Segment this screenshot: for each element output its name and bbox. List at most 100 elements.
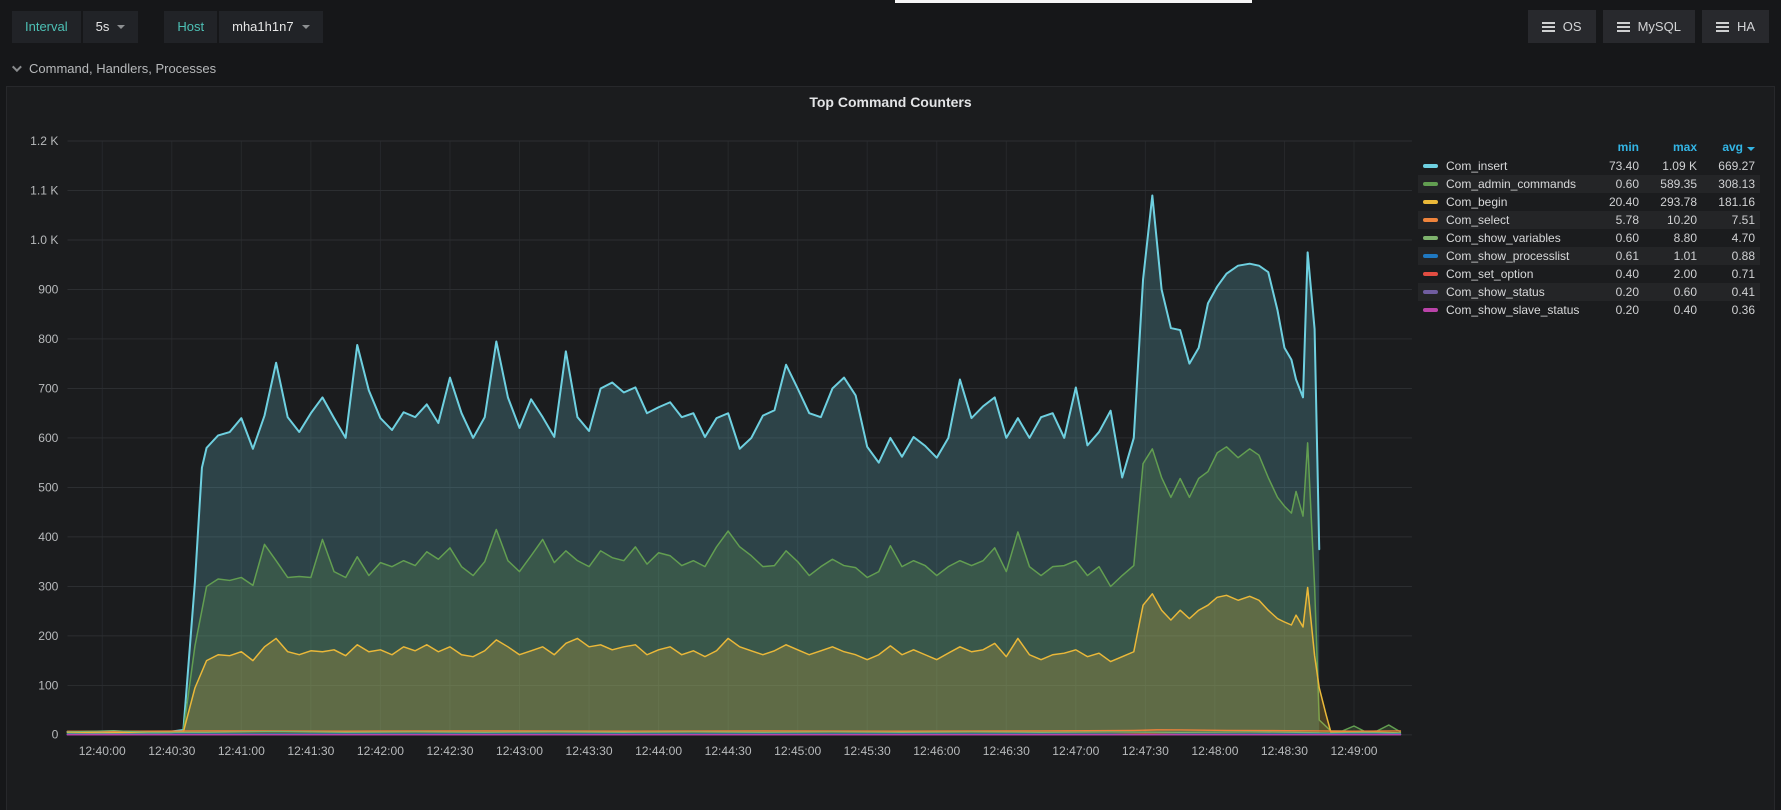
legend-series-name[interactable]: Com_show_slave_status <box>1446 303 1580 317</box>
legend-min-value: 5.78 <box>1586 211 1644 229</box>
y-axis-tick-label: 100 <box>38 679 59 693</box>
menu-list-icon <box>1616 25 1630 28</box>
x-axis-tick-label: 12:46:00 <box>913 744 960 758</box>
legend-max-value: 293.78 <box>1660 195 1697 209</box>
legend-row: Com_show_status 0.20 0.60 0.41 <box>1418 283 1760 301</box>
y-axis-tick-label: 800 <box>38 332 59 346</box>
legend-series-name[interactable]: Com_begin <box>1446 195 1508 209</box>
panel-body: 12:40:00 12:40:30 12:41:00 12:41:30 12:42:00… <box>7 112 1774 788</box>
legend-max-value: 0.60 <box>1644 283 1702 301</box>
x-axis-tick-label: 12:49:00 <box>1330 744 1377 758</box>
legend-min-value: 20.40 <box>1608 195 1639 209</box>
row-title: Command, Handlers, Processes <box>29 61 217 76</box>
legend-series-name[interactable]: Com_admin_commands <box>1446 177 1577 191</box>
legend-row: Com_insert 73.40 1.09 K 669.27 <box>1418 157 1760 175</box>
ha-button-label: HA <box>1736 19 1755 34</box>
x-axis-tick-label: 12:44:00 <box>635 744 682 758</box>
legend-min-value: 0.60 <box>1615 231 1639 245</box>
legend-avg-header[interactable]: avg <box>1702 138 1760 157</box>
y-axis-tick-label: 900 <box>38 283 59 297</box>
x-axis-tick-label: 12:42:00 <box>357 744 404 758</box>
legend-series-name[interactable]: Com_insert <box>1446 159 1508 173</box>
legend-row: Com_begin 20.40 293.78 181.16 <box>1418 193 1760 211</box>
x-axis-tick-label: 12:41:00 <box>218 744 265 758</box>
legend-max-header[interactable]: max <box>1672 140 1697 154</box>
host-dropdown[interactable]: mha1h1n7 <box>219 10 323 43</box>
legend-avg-value: 4.70 <box>1731 231 1755 245</box>
legend-max-value: 2.00 <box>1673 267 1697 281</box>
legend-avg-value: 0.36 <box>1731 303 1755 317</box>
series-color-swatch <box>1423 272 1438 276</box>
series-line-Com_show_variables <box>66 729 1401 734</box>
y-axis-tick-label: 1.0 K <box>30 233 58 247</box>
y-axis-tick-label: 600 <box>38 431 59 445</box>
legend-avg-value: 669.27 <box>1718 159 1755 173</box>
graph-plot-area[interactable]: 12:40:00 12:40:30 12:41:00 12:41:30 12:42:00… <box>7 112 1418 788</box>
legend-series-name[interactable]: Com_select <box>1446 213 1510 227</box>
y-axis-tick-label: 200 <box>38 629 59 643</box>
legend-max-value: 1.01 <box>1644 247 1702 265</box>
series-fill-Com_begin <box>67 587 1401 735</box>
series-line-Com_admin_commands <box>66 442 1402 735</box>
legend-avg-value: 0.41 <box>1702 283 1760 301</box>
series-fill-Com_admin_commands <box>67 442 1401 735</box>
legend-avg-value: 308.13 <box>1702 175 1760 193</box>
panel-title[interactable]: Top Command Counters <box>809 94 972 110</box>
legend-row: Com_show_variables 0.60 8.80 4.70 <box>1418 229 1760 247</box>
x-axis-tick-label: 12:48:30 <box>1261 744 1308 758</box>
legend-row: Com_select 5.78 10.20 7.51 <box>1418 211 1760 229</box>
host-value: mha1h1n7 <box>232 18 294 34</box>
interval-dropdown[interactable]: 5s <box>82 10 139 43</box>
legend-avg-value: 0.71 <box>1731 267 1755 281</box>
chevron-down-icon <box>11 62 22 73</box>
x-axis-tick-label: 12:45:30 <box>844 744 891 758</box>
mysql-button-label: MySQL <box>1637 19 1681 34</box>
x-axis-tick-label: 12:40:30 <box>148 744 195 758</box>
series-line-Com_insert <box>66 194 1321 734</box>
legend-row: Com_admin_commands 0.60 589.35 308.13 <box>1418 175 1760 193</box>
legend-avg-value: 0.88 <box>1702 247 1760 265</box>
legend-min-value: 0.20 <box>1586 283 1644 301</box>
toolbar-right: OS MySQL HA <box>1527 10 1769 43</box>
legend-series-name[interactable]: Com_show_variables <box>1446 231 1561 245</box>
series-color-swatch <box>1423 200 1438 204</box>
x-axis-tick-label: 12:46:30 <box>983 744 1030 758</box>
legend-name-column-header <box>1418 138 1586 157</box>
series-line-Com_begin <box>66 586 1402 734</box>
caret-down-icon <box>117 24 126 29</box>
dashboard-toolbar: Interval 5s Host mha1h1n7 OS MySQL HA <box>0 0 1781 51</box>
y-axis-tick-label: 1.2 K <box>30 134 58 148</box>
series-color-swatch <box>1423 254 1438 258</box>
legend-max-value: 10.20 <box>1644 211 1702 229</box>
interval-label: Interval <box>12 10 81 43</box>
x-axis-tick-label: 12:40:00 <box>79 744 126 758</box>
legend-min-value: 0.40 <box>1615 267 1639 281</box>
mysql-dashboard-button[interactable]: MySQL <box>1602 10 1695 43</box>
legend-min-value: 73.40 <box>1608 159 1639 173</box>
series-color-swatch <box>1423 182 1438 186</box>
series-line-Com_select <box>66 729 1402 733</box>
x-axis-tick-label: 12:47:30 <box>1122 744 1169 758</box>
legend-row: Com_set_option 0.40 2.00 0.71 <box>1418 265 1760 283</box>
host-label: Host <box>164 10 218 43</box>
row-collapse-toggle[interactable]: Command, Handlers, Processes <box>0 51 1781 82</box>
variable-interval: Interval 5s <box>12 10 139 43</box>
legend-series-name[interactable]: Com_show_status <box>1446 285 1545 299</box>
series-color-swatch <box>1423 308 1438 312</box>
x-axis-tick-label: 12:48:00 <box>1191 744 1238 758</box>
legend: min max avg Com_insert 73.40 1.09 K 669.27 C… <box>1418 112 1774 788</box>
ha-dashboard-button[interactable]: HA <box>1701 10 1769 43</box>
legend-series-name[interactable]: Com_show_processlist <box>1446 249 1570 263</box>
legend-avg-value: 7.51 <box>1702 211 1760 229</box>
legend-max-value: 8.80 <box>1673 231 1697 245</box>
legend-series-name[interactable]: Com_set_option <box>1446 267 1534 281</box>
series-fill-Com_insert <box>67 195 1320 735</box>
menu-list-icon <box>1541 25 1555 28</box>
os-dashboard-button[interactable]: OS <box>1527 10 1596 43</box>
caret-down-icon <box>301 24 310 29</box>
time-series-chart[interactable]: 12:40:00 12:40:30 12:41:00 12:41:30 12:42:00… <box>7 112 1418 788</box>
legend-row: Com_show_slave_status 0.20 0.40 0.36 <box>1418 301 1760 319</box>
y-axis-tick-label: 1.1 K <box>30 184 58 198</box>
legend-min-header[interactable]: min <box>1617 140 1639 154</box>
sort-caret-down-icon <box>1747 147 1755 151</box>
